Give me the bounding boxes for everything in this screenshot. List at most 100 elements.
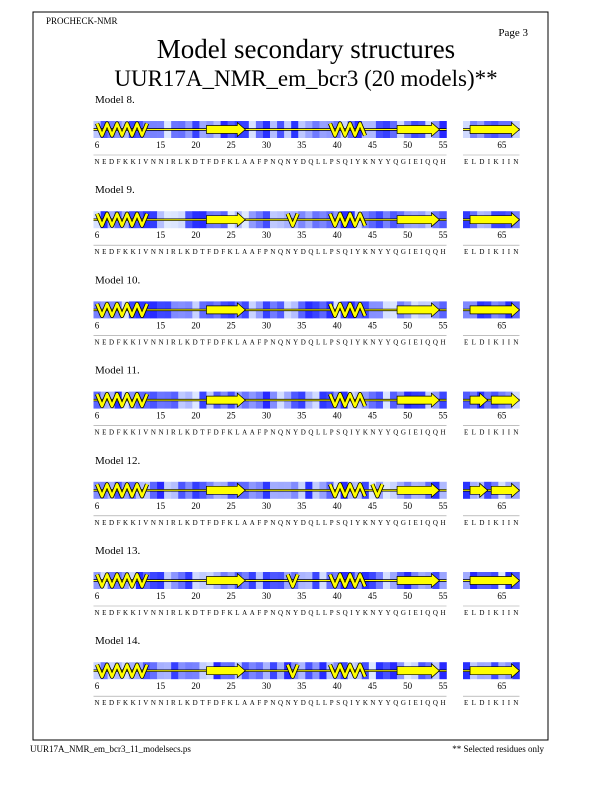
residue-number: 40 xyxy=(333,140,343,150)
residue-number: 40 xyxy=(333,230,343,240)
sequence: ELDIKIIN xyxy=(464,429,518,437)
residue-number: 65 xyxy=(497,320,507,330)
helix xyxy=(95,122,149,137)
strand xyxy=(396,211,440,228)
model-label: Model 8. xyxy=(95,94,135,106)
residue-number: 40 xyxy=(333,591,343,601)
strand xyxy=(206,662,246,679)
residue-number: 25 xyxy=(227,320,237,330)
residue-number: 35 xyxy=(297,681,307,691)
sequence: ELDIKIIN xyxy=(464,519,518,527)
helix xyxy=(328,392,367,408)
residue-number: 25 xyxy=(227,230,237,240)
helix xyxy=(328,302,367,318)
residue-number: 45 xyxy=(368,140,378,150)
page-number: Page 3 xyxy=(498,27,528,39)
helix xyxy=(95,573,149,588)
residue-number: 65 xyxy=(497,591,507,601)
model-label: Model 14. xyxy=(95,635,140,647)
residue-number: 45 xyxy=(368,411,378,421)
residue-number: 6 xyxy=(95,230,100,240)
helix xyxy=(328,122,367,137)
residue-number: 25 xyxy=(227,501,237,511)
model-block: Model 10. 6 15 20 25 30 35 40 45 50 55 65 NEDFKKIVNN… xyxy=(93,274,521,346)
residue-number: 15 xyxy=(156,140,166,150)
residue-number: 55 xyxy=(438,320,448,330)
residue-number: 30 xyxy=(262,501,272,511)
strand xyxy=(396,662,440,679)
residue-number: 15 xyxy=(156,230,166,240)
model-label: Model 12. xyxy=(95,455,140,467)
residue-number: 20 xyxy=(191,140,201,150)
model-block: Model 12. 6 15 20 25 30 35 40 45 50 55 65 NEDFKKIVNN… xyxy=(93,455,521,527)
residue-number: 25 xyxy=(227,411,237,421)
residue-number: 20 xyxy=(191,230,201,240)
residue-number: 35 xyxy=(297,501,307,511)
helix xyxy=(328,663,367,679)
sequence: NEDFKKIVNNIRLKDTFDFKLAAFPNQNYDQLLPSQIYKN… xyxy=(95,609,446,617)
model-block: Model 11. 6 15 20 25 30 35 40 45 50 55 65 NEDFKKIVNN… xyxy=(93,365,521,437)
page-border xyxy=(32,11,549,741)
sequence: ELDIKIIN xyxy=(464,158,518,166)
helix xyxy=(286,213,299,227)
residue-number: 20 xyxy=(191,411,201,421)
residue-number: 15 xyxy=(156,501,166,511)
strand xyxy=(396,482,440,499)
strand xyxy=(396,572,440,589)
model-block: Model 14. 6 15 20 25 30 35 40 45 50 55 65 NEDFKKIVNN… xyxy=(93,635,521,707)
strand xyxy=(469,662,521,679)
residue-number: 45 xyxy=(368,681,378,691)
residue-number: 25 xyxy=(227,681,237,691)
residue-number: 50 xyxy=(403,411,413,421)
residue-number: 6 xyxy=(95,140,100,150)
title: Model secondary structures xyxy=(157,34,455,64)
strand xyxy=(490,392,521,408)
residue-number: 15 xyxy=(156,411,166,421)
residue-number: 20 xyxy=(191,591,201,601)
residue-number: 35 xyxy=(297,411,307,421)
residue-number: 65 xyxy=(497,411,507,421)
residue-number: 35 xyxy=(297,230,307,240)
model-label: Model 10. xyxy=(95,274,140,286)
sequence: NEDFKKIVNNIRLKDTFDFKLAAFPNQNYDQLLPSQIYKN… xyxy=(95,338,446,346)
residue-number: 50 xyxy=(403,230,413,240)
residue-number: 40 xyxy=(333,501,343,511)
residue-number: 55 xyxy=(438,230,448,240)
residue-number: 25 xyxy=(227,591,237,601)
residue-number: 55 xyxy=(438,591,448,601)
residue-number: 65 xyxy=(497,140,507,150)
sequence: ELDIKIIN xyxy=(464,248,518,256)
strand xyxy=(396,302,440,318)
residue-number: 45 xyxy=(368,501,378,511)
footer-file: UUR17A_NMR_em_bcr3_11_modelsecs.ps xyxy=(30,744,191,754)
footer-note: ** Selected residues only xyxy=(452,744,544,754)
helix xyxy=(95,482,149,498)
residue-number: 65 xyxy=(497,681,507,691)
helix xyxy=(95,212,149,227)
residue-number: 20 xyxy=(191,681,201,691)
helix xyxy=(95,302,149,318)
residue-number: 35 xyxy=(297,320,307,330)
sequence: ELDIKIIN xyxy=(464,699,518,707)
strand xyxy=(469,302,521,318)
sequence: NEDFKKIVNNIRLKDTFDFKLAAFPNQNYDQLLPSQIYKN… xyxy=(95,158,446,166)
residue-number: 25 xyxy=(227,140,237,150)
residue-number: 55 xyxy=(438,411,448,421)
helix xyxy=(328,212,367,227)
residue-number: 45 xyxy=(368,230,378,240)
model-block: Model 8. 6 15 20 25 30 35 40 45 50 55 65 NEDFKKIVNNI… xyxy=(93,94,521,166)
helix xyxy=(286,664,299,679)
strand xyxy=(206,211,246,228)
residue-number: 6 xyxy=(95,681,100,691)
residue-number: 15 xyxy=(156,591,166,601)
residue-number: 45 xyxy=(368,320,378,330)
residue-number: 65 xyxy=(497,230,507,240)
strand xyxy=(469,121,521,138)
strand xyxy=(206,392,246,408)
residue-number: 35 xyxy=(297,591,307,601)
residue-number: 30 xyxy=(262,681,272,691)
strand xyxy=(206,572,246,589)
residue-number: 55 xyxy=(438,501,448,511)
sequence: NEDFKKIVNNIRLKDTFDFKLAAFPNQNYDQLLPSQIYKN… xyxy=(95,699,446,707)
